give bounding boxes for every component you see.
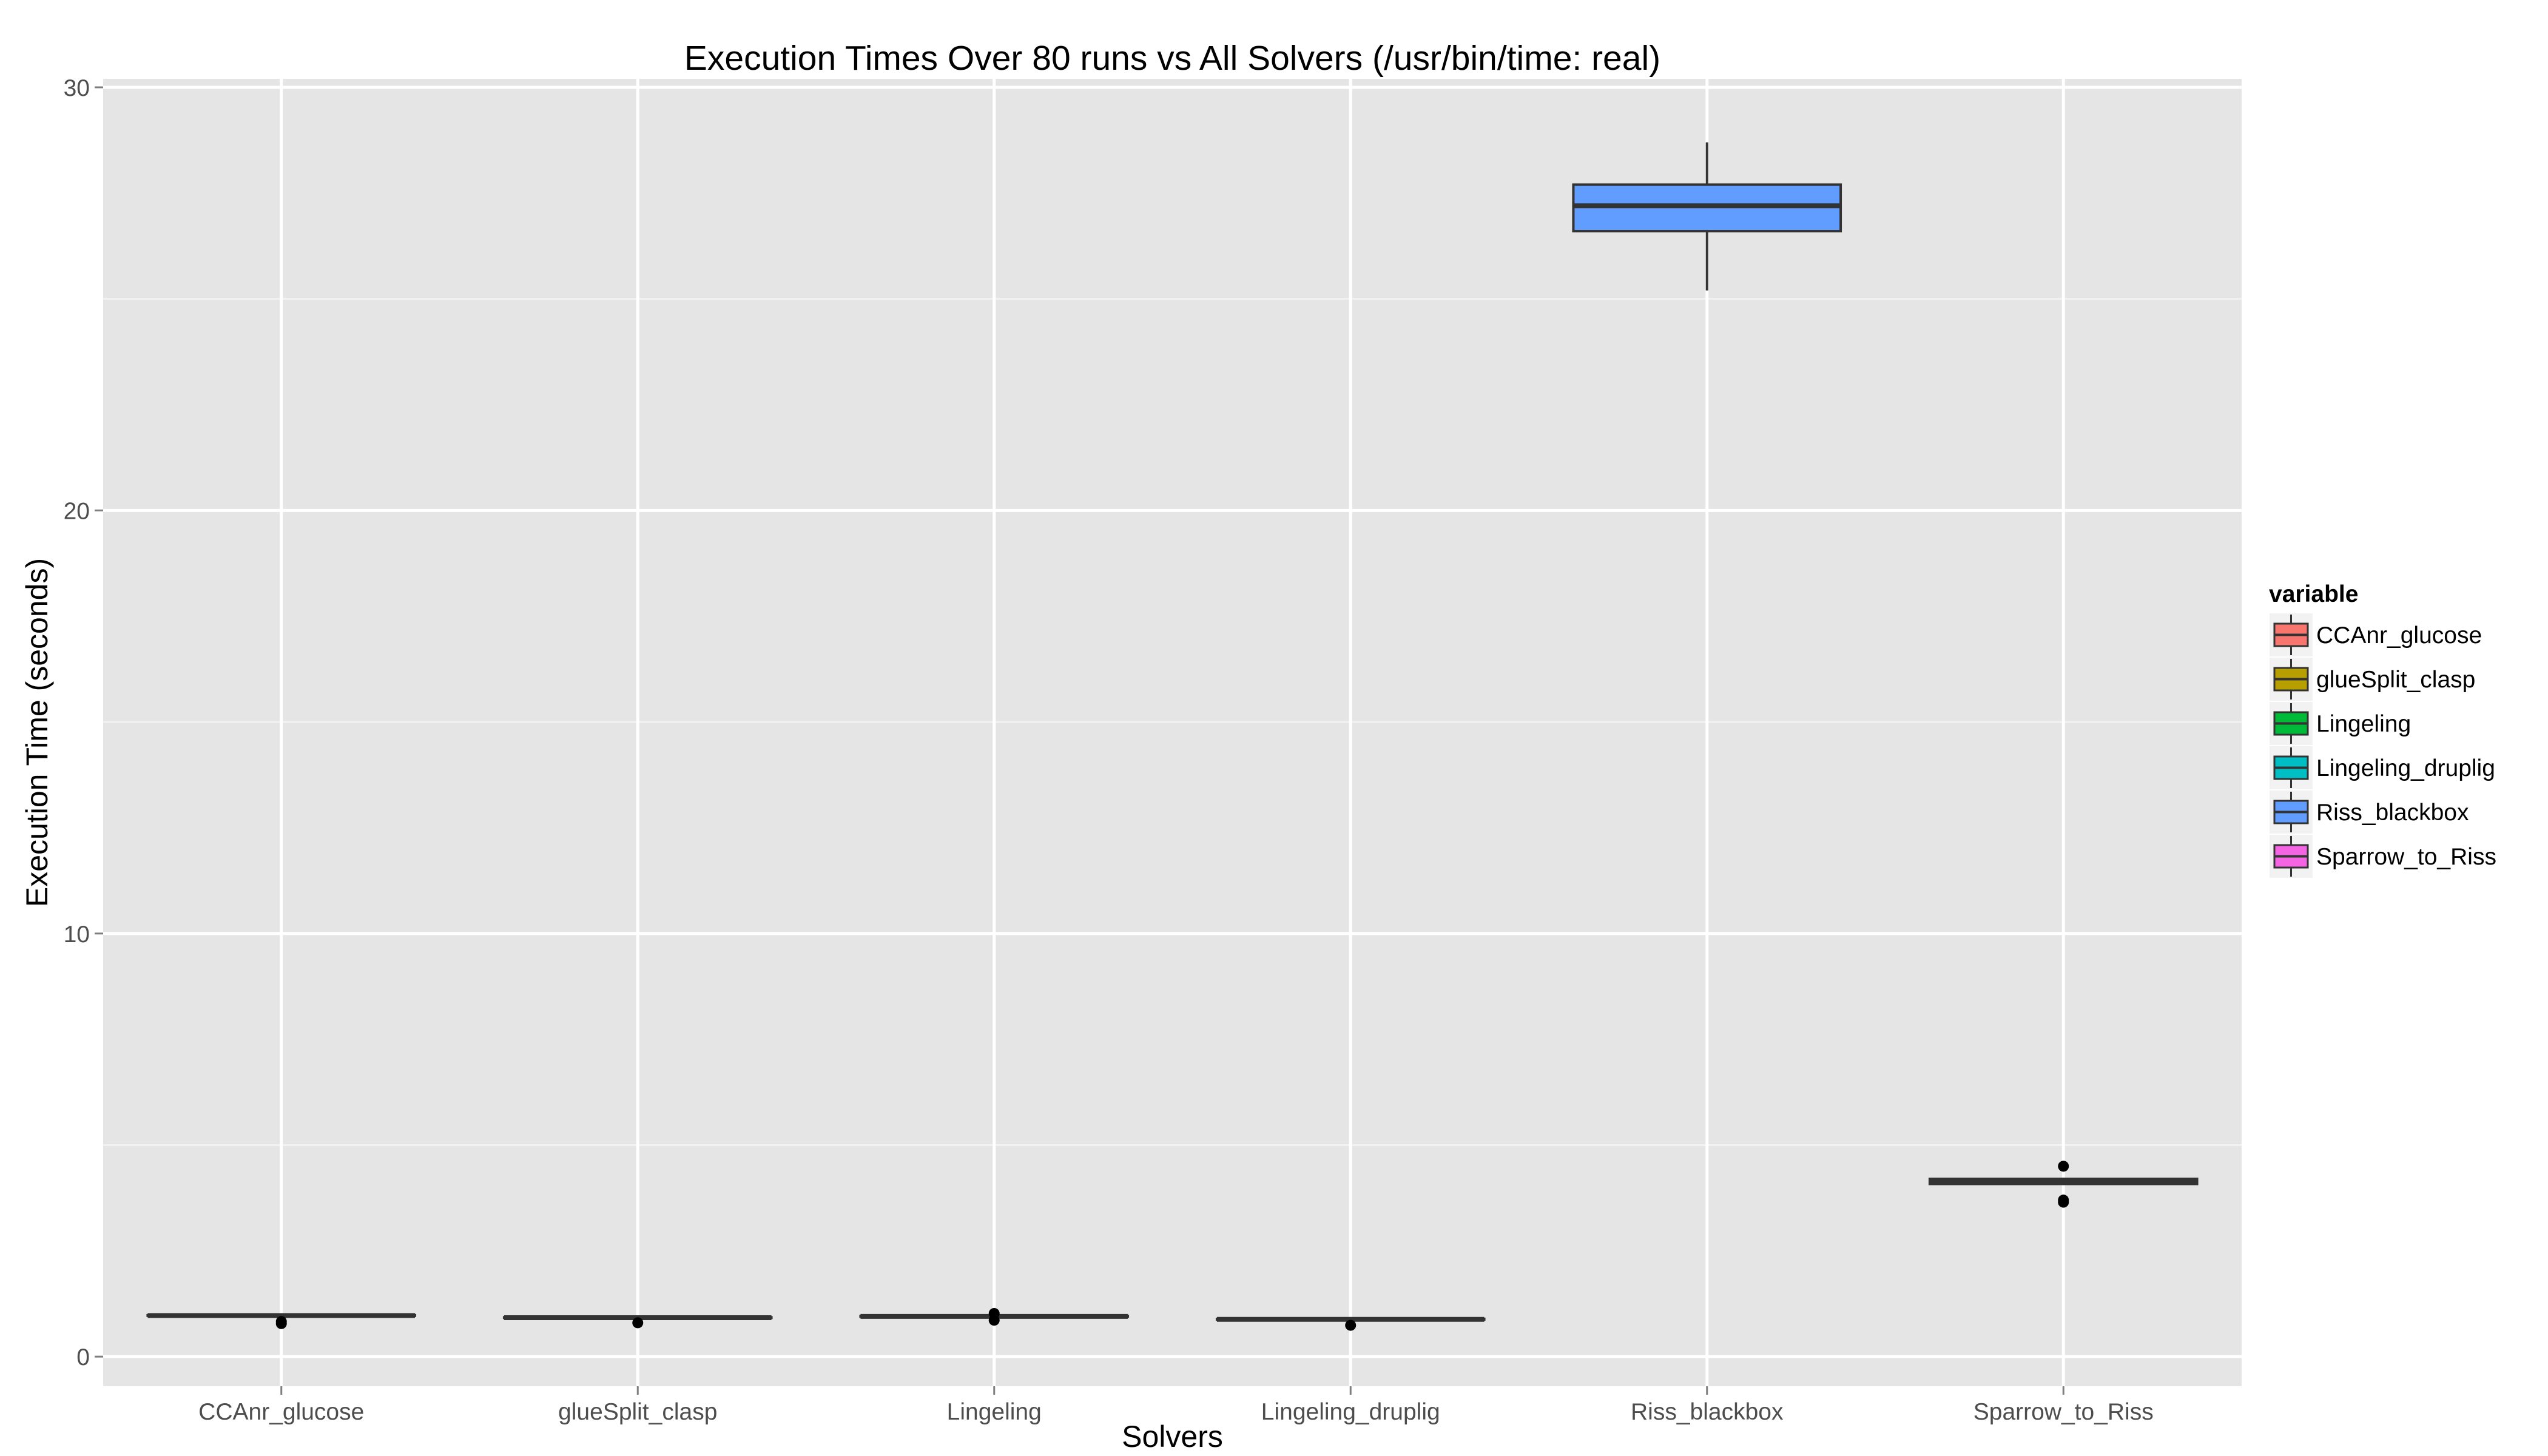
legend-title: variable <box>2269 581 2358 607</box>
plot-panel <box>103 79 2242 1386</box>
legend-label: Riss_blackbox <box>2316 800 2469 826</box>
outlier-point <box>275 1318 287 1329</box>
legend-label: Sparrow_to_Riss <box>2316 844 2496 870</box>
outlier-point <box>2058 1161 2069 1172</box>
box-lingeling <box>859 1308 1130 1326</box>
outlier-point <box>988 1315 1000 1326</box>
legend-label: Lingeling <box>2316 711 2411 737</box>
outlier-point <box>1345 1320 1357 1331</box>
boxes <box>146 142 2199 1331</box>
box-sparrow-to-riss <box>1928 1161 2199 1208</box>
legend-items: CCAnr_glucose glueSplit_clasp Lingeling Lin… <box>2268 612 2496 879</box>
outlier-point <box>632 1317 644 1329</box>
minor-gridlines <box>103 298 2242 1146</box>
y-tick-label: 0 <box>76 1344 90 1370</box>
legend-item-lingeling: Lingeling <box>2268 701 2411 746</box>
legend-item-riss-blackbox: Riss_blackbox <box>2268 789 2469 835</box>
legend-label: glueSplit_clasp <box>2316 667 2475 693</box>
y-tick-label: 10 <box>64 922 90 948</box>
y-tick-label: 30 <box>64 75 90 101</box>
y-axis-ticks: 0 10 20 30 <box>64 75 103 1370</box>
x-tick-label: Riss_blackbox <box>1631 1399 1784 1425</box>
x-tick-label: CCAnr_glucose <box>198 1399 364 1425</box>
x-tick-label: Lingeling <box>947 1399 1042 1425</box>
box-ccanr-glucose <box>146 1313 417 1329</box>
y-tick-label: 20 <box>64 498 90 524</box>
x-tick-label: Sparrow_to_Riss <box>1973 1399 2154 1425</box>
x-tick-label: glueSplit_clasp <box>558 1399 717 1425</box>
outlier-point <box>2058 1196 2069 1208</box>
legend-item-gluesplit-clasp: glueSplit_clasp <box>2268 656 2475 702</box>
chart-title: Execution Times Over 80 runs vs All Solv… <box>684 39 1660 78</box>
y-axis-title: Execution Time (seconds) <box>20 558 54 907</box>
x-tick-label: Lingeling_druplig <box>1261 1399 1440 1425</box>
box-riss-blackbox <box>1572 142 1842 291</box>
legend-item-sparrow-to-riss: Sparrow_to_Riss <box>2268 834 2496 879</box>
legend-item-ccanr-glucose: CCAnr_glucose <box>2268 612 2482 658</box>
legend: variable CCAnr_glucose glueSplit_clasp Lin… <box>2268 581 2496 879</box>
box-lingeling-druplig <box>1215 1316 1486 1331</box>
legend-label: Lingeling_druplig <box>2316 755 2495 781</box>
legend-item-lingeling-druplig: Lingeling_druplig <box>2268 745 2495 790</box>
box-gluesplit-clasp <box>502 1315 773 1329</box>
legend-label: CCAnr_glucose <box>2316 622 2482 649</box>
x-axis-title: Solvers <box>1122 1420 1223 1454</box>
x-axis-ticks: CCAnr_glucose glueSplit_clasp Lingeling Lin… <box>198 1386 2154 1425</box>
